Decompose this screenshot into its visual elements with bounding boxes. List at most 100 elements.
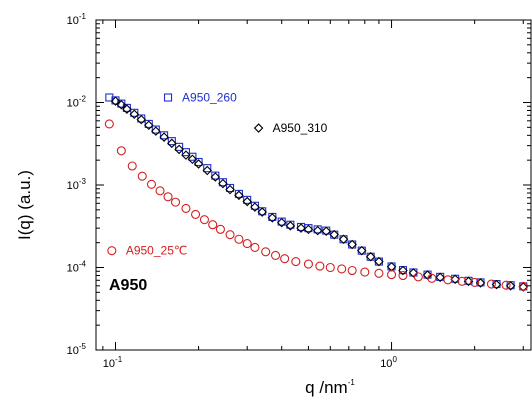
data-point bbox=[443, 275, 453, 285]
data-point bbox=[486, 279, 496, 289]
data-point bbox=[285, 221, 296, 231]
data-point bbox=[163, 192, 173, 202]
legend-marker bbox=[163, 93, 173, 102]
x-tick-label-base: 10 bbox=[103, 358, 115, 370]
data-point bbox=[366, 252, 375, 261]
x-axis-label-base: q /nm bbox=[305, 378, 348, 397]
data-point bbox=[250, 242, 260, 252]
data-point bbox=[199, 215, 209, 225]
data-point bbox=[242, 239, 252, 249]
data-point bbox=[270, 250, 281, 260]
y-tick-label-exponent: -3 bbox=[79, 177, 87, 186]
y-tick-label-exponent: -1 bbox=[79, 12, 87, 21]
data-point bbox=[159, 132, 169, 142]
legend: A950_260 A950_310 A950_25℃ bbox=[107, 90, 328, 258]
legend-label: A950_25℃ bbox=[126, 244, 188, 258]
data-point bbox=[160, 131, 169, 140]
data-point bbox=[330, 230, 339, 239]
data-point bbox=[386, 270, 397, 280]
plot-frame bbox=[95, 19, 532, 351]
data-point bbox=[374, 268, 384, 278]
data-point bbox=[427, 273, 437, 283]
data-point bbox=[470, 277, 480, 287]
data-point bbox=[491, 279, 502, 290]
data-point bbox=[303, 259, 313, 269]
data-point bbox=[225, 184, 235, 195]
data-point bbox=[518, 281, 528, 291]
data-point bbox=[211, 171, 220, 180]
data-point bbox=[174, 144, 184, 155]
data-point bbox=[374, 256, 384, 267]
data-point bbox=[127, 161, 137, 171]
data-point bbox=[475, 278, 486, 288]
data-point bbox=[193, 159, 204, 169]
data-point bbox=[225, 183, 235, 193]
data-point bbox=[280, 254, 290, 264]
data-point bbox=[267, 213, 278, 223]
data-point bbox=[276, 217, 287, 228]
data-point bbox=[457, 276, 467, 286]
data-point bbox=[329, 229, 340, 240]
data-point bbox=[321, 226, 332, 237]
legend-marker bbox=[253, 123, 264, 133]
data-point bbox=[398, 265, 408, 276]
data-point bbox=[146, 179, 157, 189]
data-point bbox=[250, 201, 259, 210]
data-point bbox=[413, 272, 423, 282]
x-tick-label-base: 10 bbox=[380, 358, 392, 370]
data-point bbox=[104, 119, 114, 129]
data-point bbox=[181, 203, 191, 213]
data-point bbox=[348, 240, 357, 249]
data-point bbox=[144, 119, 153, 128]
x-tick-label-exponent: -1 bbox=[115, 355, 123, 364]
y-tick-label-exponent: -5 bbox=[79, 342, 87, 351]
data-point bbox=[234, 234, 244, 244]
data-point bbox=[116, 99, 127, 110]
data-point bbox=[303, 224, 314, 235]
data-point bbox=[136, 114, 147, 125]
data-point bbox=[187, 154, 198, 165]
y-tick-label-exponent: -4 bbox=[79, 260, 87, 269]
data-point bbox=[312, 225, 323, 236]
data-point bbox=[225, 230, 235, 240]
data-point bbox=[167, 138, 177, 149]
data-point bbox=[360, 267, 370, 277]
data-point bbox=[234, 190, 244, 201]
data-point bbox=[365, 251, 376, 262]
data-point bbox=[215, 224, 225, 234]
data-point bbox=[181, 150, 191, 160]
data-point bbox=[408, 268, 419, 278]
axis-ticks: 10-510-410-310-210-110-1 100 bbox=[67, 12, 531, 370]
data-point bbox=[243, 195, 252, 204]
y-tick-label: 10-2 bbox=[67, 95, 87, 110]
x-axis-label-exponent: -1 bbox=[348, 378, 356, 387]
y-tick-label: 10-3 bbox=[67, 177, 87, 192]
y-tick-label-base: 10 bbox=[67, 98, 79, 110]
data-point bbox=[151, 126, 161, 136]
data-point bbox=[210, 172, 221, 182]
data-point bbox=[501, 280, 511, 290]
data-point bbox=[325, 262, 335, 273]
data-point bbox=[218, 178, 228, 189]
data-point bbox=[181, 148, 191, 157]
data-point bbox=[435, 272, 445, 283]
data-point bbox=[291, 257, 301, 267]
data-point bbox=[155, 186, 165, 196]
data-point bbox=[137, 171, 147, 181]
data-point bbox=[122, 104, 132, 114]
data-point bbox=[257, 207, 267, 217]
data-point bbox=[218, 178, 227, 187]
y-axis-label: I(q) (a.u.) bbox=[15, 170, 34, 240]
data-point bbox=[203, 164, 212, 173]
data-point bbox=[337, 264, 347, 274]
y-tick-label-exponent: -2 bbox=[79, 95, 87, 104]
data-point bbox=[194, 157, 203, 167]
data-point bbox=[208, 220, 218, 230]
series-2 bbox=[110, 96, 529, 292]
data-point bbox=[347, 239, 357, 250]
data-point bbox=[105, 93, 114, 102]
data-point bbox=[374, 257, 383, 266]
x-axis-label: q /nm-1 bbox=[305, 378, 355, 397]
data-point bbox=[151, 125, 160, 134]
data-point bbox=[175, 142, 184, 151]
